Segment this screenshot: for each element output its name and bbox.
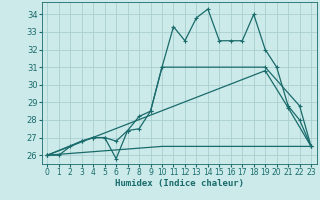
X-axis label: Humidex (Indice chaleur): Humidex (Indice chaleur) bbox=[115, 179, 244, 188]
